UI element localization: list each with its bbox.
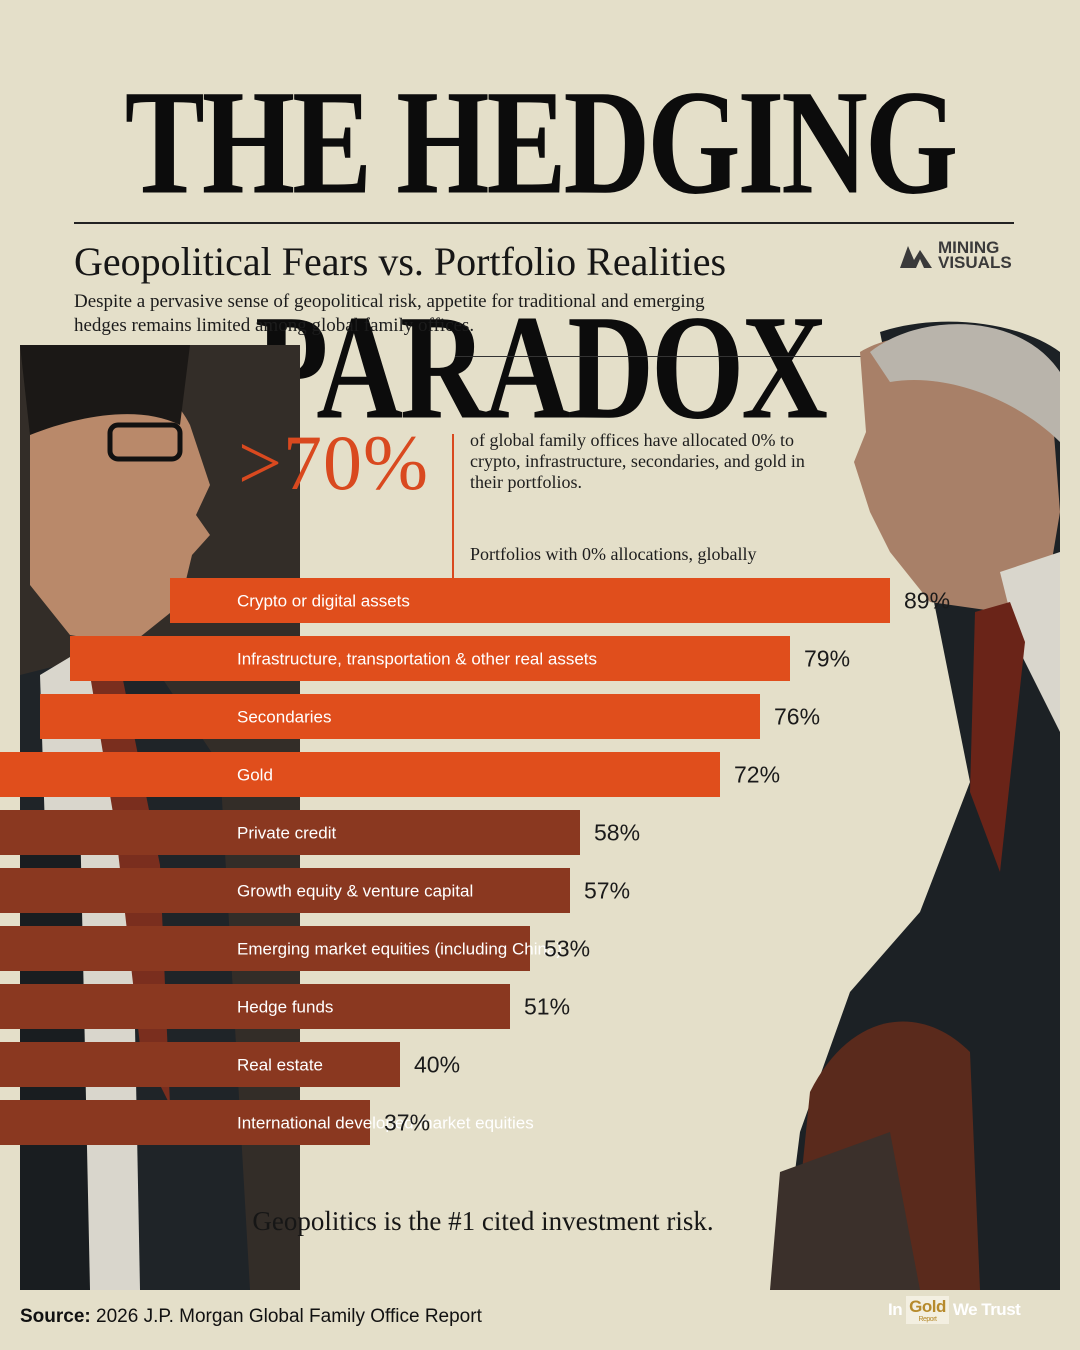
bar-1 [170,578,890,623]
bar-label-1: Crypto or digital assets [237,592,410,611]
bar-label-9: Real estate [237,1056,323,1075]
bar-5 [0,810,580,855]
bar-label-7: Emerging market equities (including Chin… [237,940,562,959]
bar-value-6: 57% [584,878,630,904]
brand-we-trust: We Trust [952,1300,1021,1319]
description: Despite a pervasive sense of geopolitica… [74,291,705,336]
highlight-description: of global family offices have allocated … [470,430,805,492]
page-subtitle: Geopolitical Fears vs. Portfolio Realiti… [74,239,727,284]
mining-visuals-logo: MINING VISUALS [900,238,1012,272]
brand-logo: In Gold Report We Trust [888,1296,1021,1324]
highlight-stat: >70% [238,419,429,506]
stat-divider [452,434,454,578]
bar-value-9: 40% [414,1052,460,1078]
bar-value-7: 53% [544,936,590,962]
bar-9 [0,1042,400,1087]
bar-label-6: Growth equity & venture capital [237,882,473,901]
page-title: THE HEDGING PARADOX [124,58,959,450]
intro-divider [455,356,880,357]
bar-8 [0,984,510,1029]
bar-3 [40,694,760,739]
logo-line-1: MINING [938,238,1000,257]
chart-title: Portfolios with 0% allocations, globally [470,544,757,564]
logo-line-2: VISUALS [938,253,1012,272]
brand-gold: Gold [909,1297,946,1316]
bar-10 [0,1100,370,1145]
source-line: Source: 2026 J.P. Morgan Global Family O… [20,1306,482,1328]
bar-value-2: 79% [804,646,850,672]
bar-label-4: Gold [237,766,273,785]
footnote: Geopolitics is the #1 cited investment r… [252,1206,714,1236]
bar-label-5: Private credit [237,824,336,843]
bar-2 [70,636,790,681]
source-label: Source: [20,1306,91,1327]
mountain-logo-icon [900,246,932,268]
bar-value-1: 89% [904,588,950,614]
bar-value-5: 58% [594,820,640,846]
bar-label-10: International developed market equities [237,1114,534,1133]
brand-report: Report [918,1316,937,1323]
bar-label-8: Hedge funds [237,998,333,1017]
bar-label-2: Infrastructure, transportation & other r… [237,650,597,669]
bar-value-4: 72% [734,762,780,788]
title-divider [74,222,1014,224]
bar-6 [0,868,570,913]
bar-value-3: 76% [774,704,820,730]
right-businessman-illustration [770,321,1060,1290]
bar-4 [0,752,720,797]
brand-in: In [888,1300,903,1319]
source-text: 2026 J.P. Morgan Global Family Office Re… [96,1306,482,1327]
bar-value-8: 51% [524,994,570,1020]
bar-label-3: Secondaries [237,708,332,727]
bar-value-10: 37% [384,1110,430,1136]
gold-report-badge: Gold Report [906,1296,949,1324]
bar-7 [0,926,530,971]
